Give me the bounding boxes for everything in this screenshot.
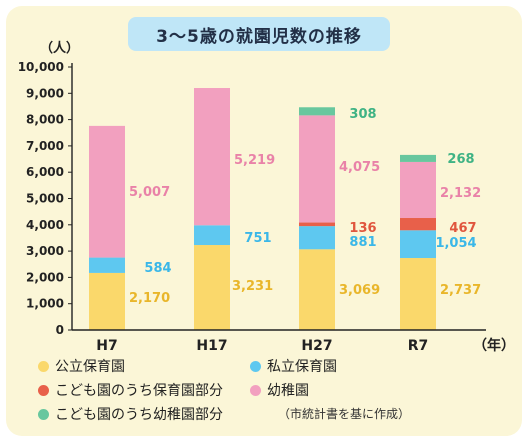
- source-note: （市統計書を基に作成）: [278, 407, 411, 421]
- data-label: 2,737: [440, 283, 481, 298]
- legend-marker: [38, 360, 49, 372]
- bar-segment: [89, 125, 125, 258]
- legend-label: 幼稚園: [267, 383, 309, 399]
- x-tick-label: H17: [196, 338, 227, 354]
- bar-segment: [299, 107, 335, 116]
- data-label: 1,054: [435, 236, 476, 251]
- legend-item-kindergarten: 幼稚園: [250, 380, 309, 400]
- legend-marker: [38, 384, 49, 396]
- legend: 公立保育園 私立保育園 こども園のうち保育園部分 幼稚園 こども園のうち幼稚園部…: [38, 356, 508, 432]
- bar-segment: [400, 258, 436, 330]
- data-label: 3,231: [232, 279, 273, 294]
- x-axis-unit: （年）: [473, 337, 515, 354]
- bar-segment: [194, 245, 230, 330]
- y-tick-label: 8,000: [26, 113, 64, 127]
- legend-item-private-nursery: 私立保育園: [250, 356, 337, 376]
- y-tick-label: 4,000: [26, 218, 64, 232]
- bar-segment: [299, 115, 335, 223]
- y-tick-label: 10,000: [18, 60, 64, 74]
- data-label: 5,007: [129, 185, 170, 200]
- y-tick-label: 5,000: [26, 192, 64, 206]
- legend-marker: [250, 360, 261, 372]
- legend-label: こども園のうち幼稚園部分: [55, 407, 223, 423]
- legend-item-kodomoen-kindergarten-part: こども園のうち幼稚園部分: [38, 404, 223, 424]
- bar-segment: [299, 249, 335, 330]
- data-label: 268: [447, 152, 474, 167]
- y-tick-label: 9,000: [26, 86, 64, 100]
- bar-segment: [400, 230, 436, 259]
- y-tick-label: 1,000: [26, 297, 64, 311]
- legend-marker: [250, 384, 261, 396]
- data-label: 2,132: [440, 186, 481, 201]
- x-tick-label: H27: [301, 338, 332, 354]
- data-label: 751: [244, 231, 271, 246]
- data-label: 3,069: [339, 283, 380, 298]
- legend-marker: [38, 408, 49, 420]
- bar-segment: [299, 226, 335, 250]
- bar-segment: [194, 88, 230, 226]
- data-label: 136: [349, 221, 376, 236]
- legend-label: 公立保育園: [55, 359, 125, 375]
- y-tick-label: 6,000: [26, 165, 64, 179]
- y-axis-unit: （人）: [40, 40, 79, 56]
- legend-label: こども園のうち保育園部分: [55, 383, 223, 399]
- data-label: 467: [449, 221, 476, 236]
- y-tick-label: 0: [56, 323, 64, 337]
- bar-segment: [400, 218, 436, 231]
- data-label: 4,075: [339, 160, 380, 175]
- x-tick-label: R7: [408, 338, 429, 354]
- bar-segment: [89, 272, 125, 330]
- data-label: 584: [144, 261, 171, 276]
- y-tick-label: 7,000: [26, 139, 64, 153]
- legend-item-kodomoen-nursery-part: こども園のうち保育園部分: [38, 380, 223, 400]
- y-tick-label: 3,000: [26, 244, 64, 258]
- data-label: 2,170: [129, 291, 170, 306]
- bar-segment: [194, 225, 230, 246]
- legend-label: 私立保育園: [267, 359, 337, 375]
- data-label: 308: [349, 107, 376, 122]
- data-label: 5,219: [234, 153, 275, 168]
- bar-segment: [400, 154, 436, 162]
- chart-title: 3〜5歳の就園児数の推移: [128, 17, 390, 51]
- x-tick-label: H7: [96, 338, 117, 354]
- y-tick-label: 2,000: [26, 270, 64, 284]
- legend-item-public-nursery: 公立保育園: [38, 356, 125, 376]
- bar-segment: [299, 222, 335, 227]
- data-label: 881: [349, 235, 376, 250]
- bar-segment: [89, 257, 125, 273]
- bar-segment: [400, 161, 436, 219]
